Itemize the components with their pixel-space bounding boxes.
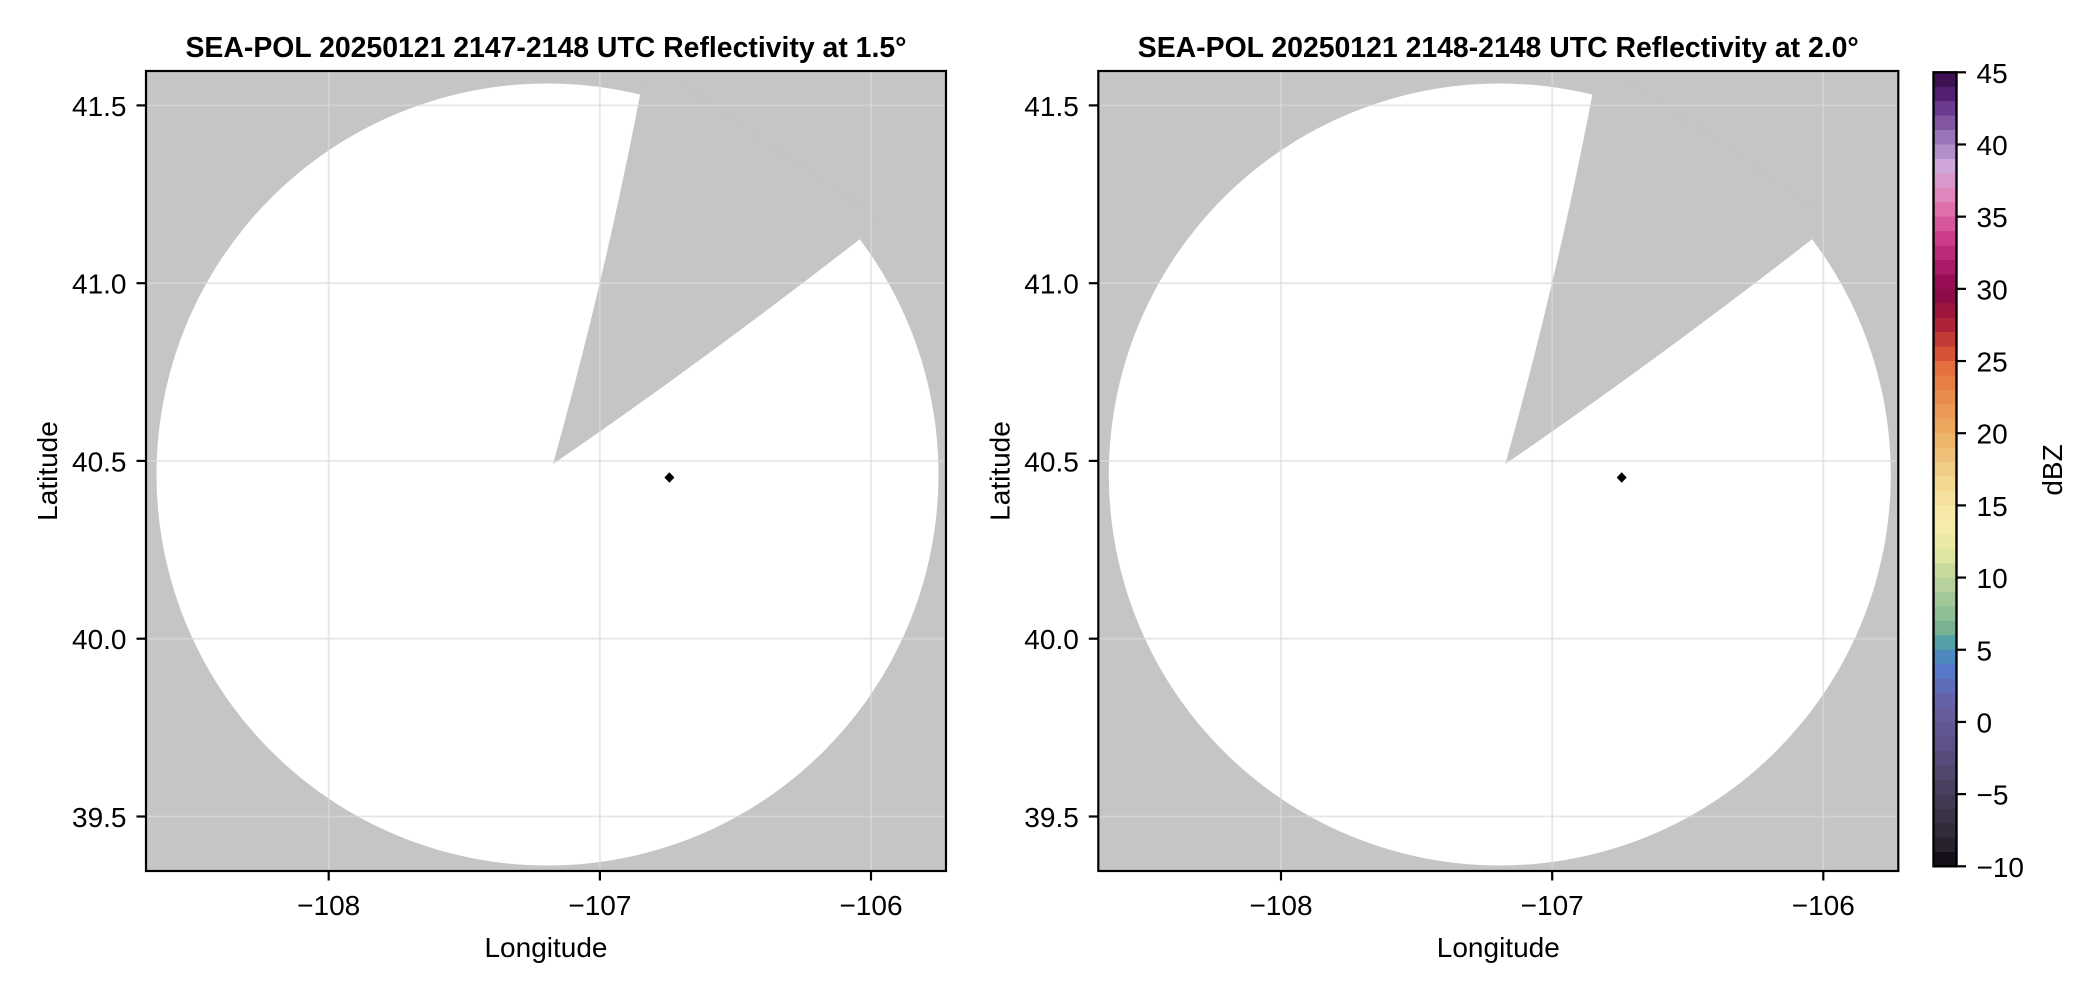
svg-text:−107: −107 bbox=[1521, 890, 1584, 921]
svg-text:5: 5 bbox=[1977, 635, 1993, 666]
svg-text:Longitude: Longitude bbox=[484, 932, 607, 963]
svg-text:Latitude: Latitude bbox=[32, 421, 63, 521]
svg-text:40.5: 40.5 bbox=[1024, 446, 1079, 477]
svg-text:−108: −108 bbox=[1249, 890, 1312, 921]
svg-text:−107: −107 bbox=[568, 890, 631, 921]
svg-text:41.0: 41.0 bbox=[72, 269, 127, 300]
svg-text:40.0: 40.0 bbox=[72, 624, 127, 655]
svg-text:41.5: 41.5 bbox=[1024, 91, 1079, 122]
svg-text:−10: −10 bbox=[1977, 852, 2025, 883]
svg-text:15: 15 bbox=[1977, 491, 2008, 522]
svg-text:Latitude: Latitude bbox=[984, 421, 1015, 521]
svg-text:SEA-POL 20250121 2147-2148 UTC: SEA-POL 20250121 2147-2148 UTC Reflectiv… bbox=[186, 32, 907, 64]
svg-text:10: 10 bbox=[1977, 563, 2008, 594]
svg-text:30: 30 bbox=[1977, 274, 2008, 305]
svg-text:41.5: 41.5 bbox=[72, 91, 127, 122]
svg-text:40.5: 40.5 bbox=[72, 446, 127, 477]
svg-text:0: 0 bbox=[1977, 707, 1993, 738]
svg-text:39.5: 39.5 bbox=[1024, 802, 1079, 833]
svg-text:41.0: 41.0 bbox=[1024, 269, 1079, 300]
svg-text:SEA-POL 20250121 2148-2148 UTC: SEA-POL 20250121 2148-2148 UTC Reflectiv… bbox=[1138, 32, 1859, 64]
svg-text:35: 35 bbox=[1977, 202, 2008, 233]
svg-text:Longitude: Longitude bbox=[1437, 932, 1560, 963]
svg-text:−5: −5 bbox=[1977, 780, 2009, 811]
svg-text:40.0: 40.0 bbox=[1024, 624, 1079, 655]
svg-text:40: 40 bbox=[1977, 130, 2008, 161]
svg-text:45: 45 bbox=[1977, 58, 2008, 89]
svg-text:20: 20 bbox=[1977, 419, 2008, 450]
svg-text:−108: −108 bbox=[297, 890, 360, 921]
svg-text:−106: −106 bbox=[1792, 890, 1855, 921]
svg-text:39.5: 39.5 bbox=[72, 802, 127, 833]
svg-text:25: 25 bbox=[1977, 347, 2008, 378]
svg-text:dBZ: dBZ bbox=[2037, 444, 2068, 495]
svg-text:−106: −106 bbox=[839, 890, 902, 921]
